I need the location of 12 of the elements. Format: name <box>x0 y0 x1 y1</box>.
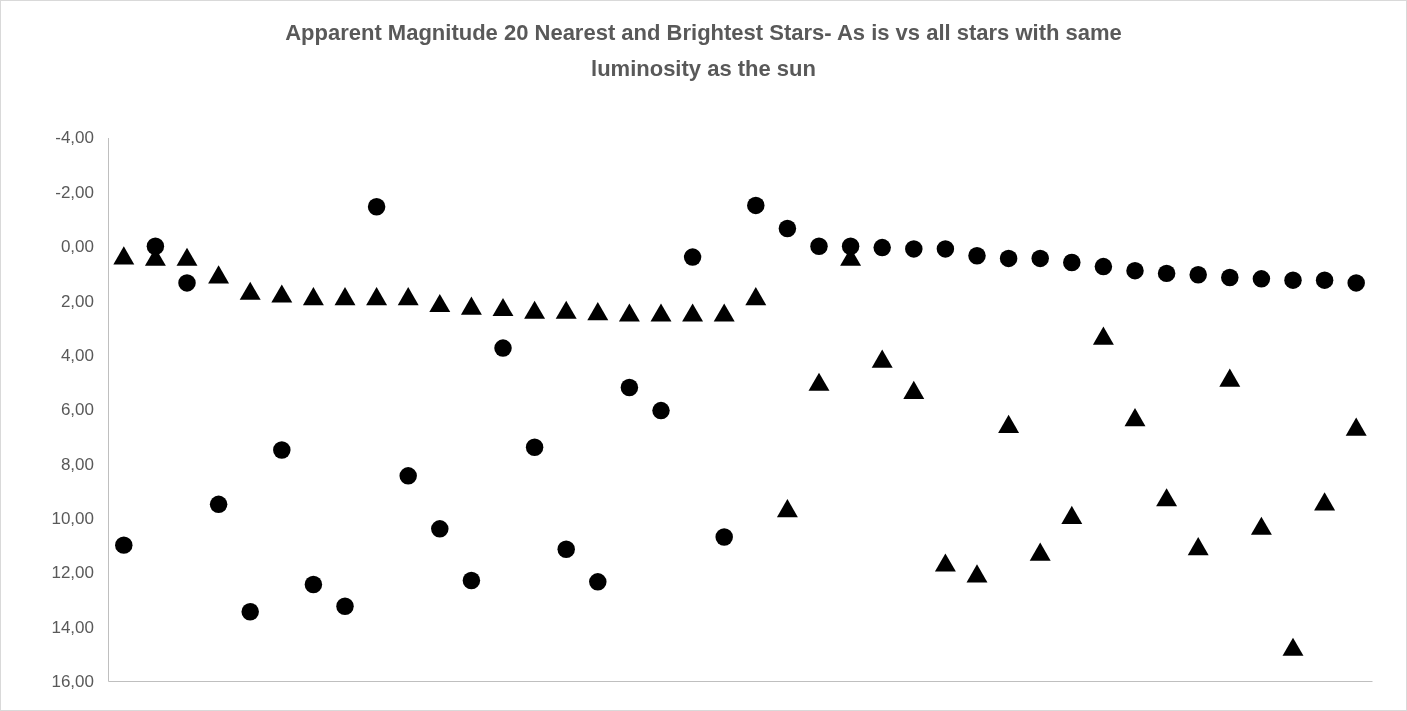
y-tick-label: 10,00 <box>51 508 94 528</box>
y-tick-label: 12,00 <box>51 563 94 583</box>
y-tick-label: 2,00 <box>60 291 94 311</box>
y-tick-label: 4,00 <box>60 345 94 365</box>
y-tick-label: 14,00 <box>51 617 94 637</box>
y-tick-label: 8,00 <box>60 454 94 474</box>
y-tick-label: -2,00 <box>55 182 94 202</box>
y-tick-label: 0,00 <box>60 237 94 257</box>
y-tick-label: 6,00 <box>60 400 94 420</box>
chart-title: Apparent Magnitude 20 Nearest and Brightest Stars- As is vs all stars with same luminosity as the sun <box>285 20 1122 81</box>
y-tick-label: 16,00 <box>51 671 94 691</box>
y-tick-label: -4,00 <box>55 128 94 148</box>
